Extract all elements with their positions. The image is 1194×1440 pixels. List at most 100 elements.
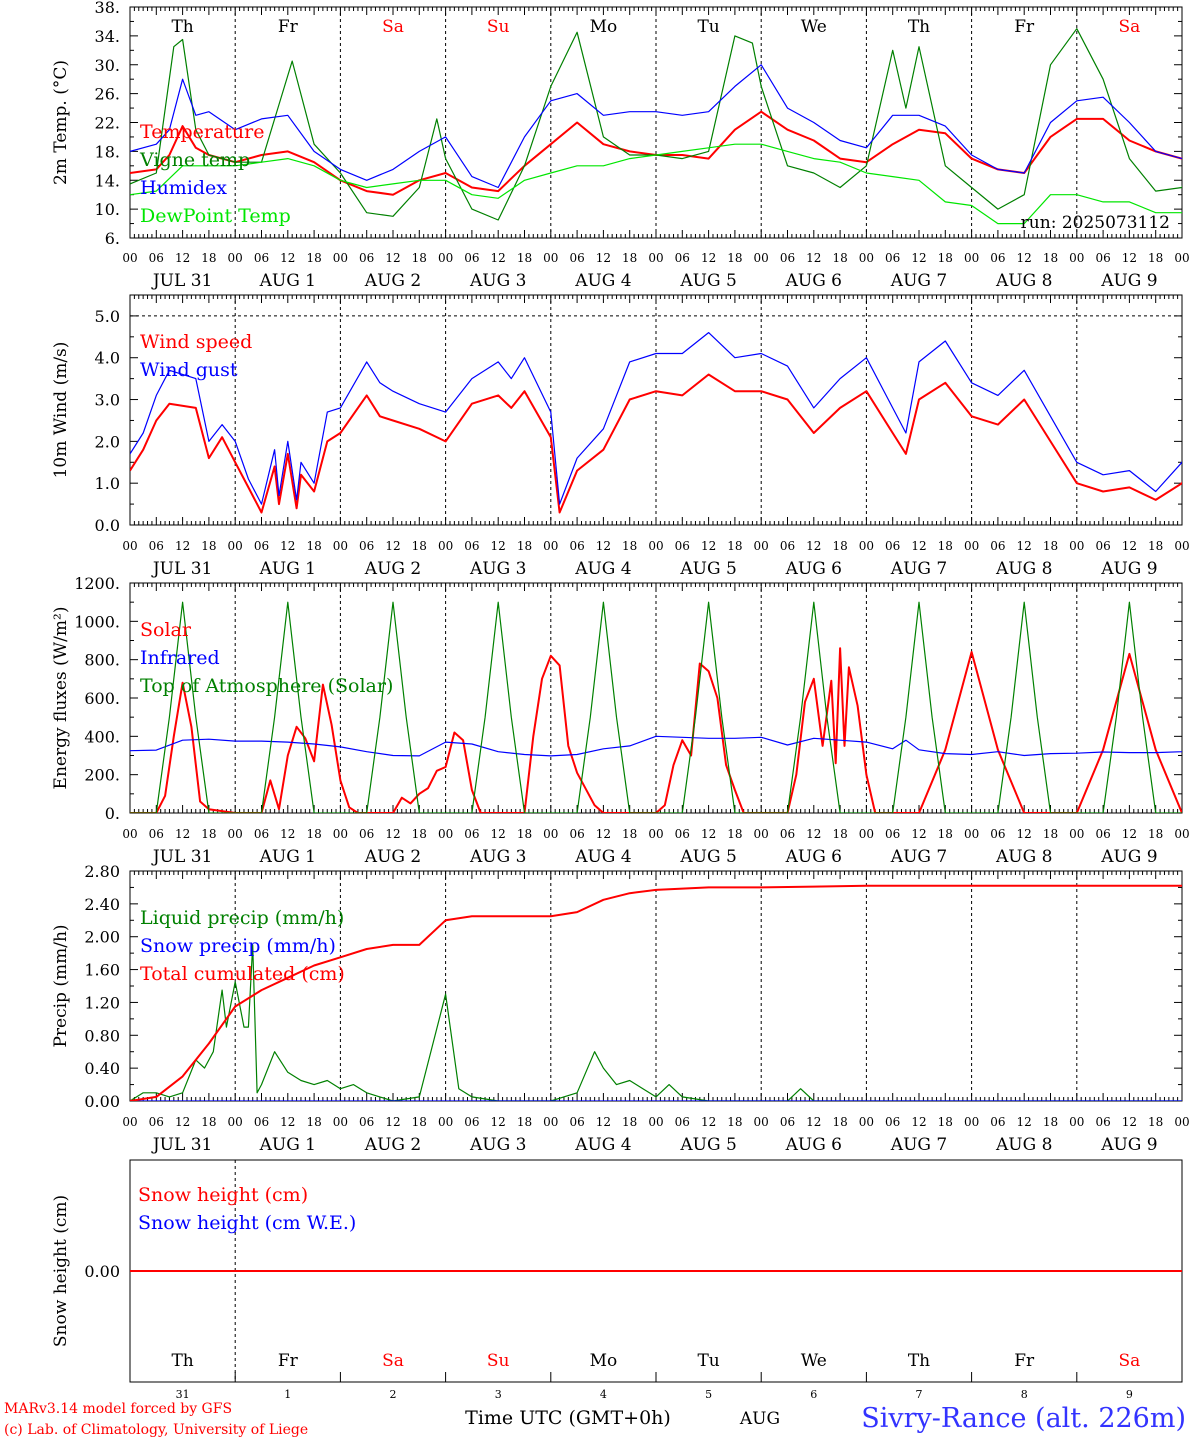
- x-tick-label: 18: [517, 539, 532, 553]
- y-tick-label: 38.: [95, 0, 120, 17]
- weekday-label: Fr: [1014, 1351, 1035, 1371]
- x-tick-label: 18: [622, 1115, 637, 1129]
- run-label: run: 2025073112: [1021, 213, 1170, 233]
- x-tick-label: 12: [1017, 539, 1032, 553]
- date-label: JUL 31: [151, 271, 212, 291]
- legend-label: Solar: [140, 619, 192, 641]
- panels: 00 06 12 18 00 06 12 18 00 06 12 18 00 06 12 18 00 06 12 18…: [51, 0, 1190, 1401]
- date-label: AUG 1: [259, 271, 316, 291]
- date-label: AUG 1: [259, 559, 316, 579]
- weekday-label: Tu: [697, 17, 719, 37]
- x-tick-label: 00: [333, 251, 348, 265]
- y-tick-label: 200.: [84, 766, 120, 785]
- x-tick-label: 18: [832, 539, 847, 553]
- x-tick-label: 18: [622, 251, 637, 265]
- x-tick-label: 12: [280, 1115, 295, 1129]
- x-tick-label: 00: [859, 251, 874, 265]
- x-tick-label: 06: [464, 539, 479, 553]
- y-tick-label: 1000.: [74, 612, 120, 631]
- wind-series: [130, 332, 1182, 514]
- day-number-label: 1: [284, 1388, 291, 1401]
- date-label: AUG 2: [364, 847, 421, 867]
- footer: MARv3.14 model forced by GFS (c) Lab. of…: [4, 1401, 1186, 1438]
- weekday-label: Th: [908, 17, 930, 37]
- x-tick-label: 06: [569, 539, 584, 553]
- x-tick-label: 06: [780, 539, 795, 553]
- date-label: AUG 8: [995, 559, 1052, 579]
- x-tick-label: 18: [306, 539, 321, 553]
- y-tick-label: 10.: [95, 200, 120, 219]
- x-tick-label: 12: [1122, 827, 1137, 841]
- y-tick-label: 2.40: [84, 895, 120, 914]
- legend-label: Temperature: [140, 121, 264, 143]
- x-tick-label: 06: [675, 251, 690, 265]
- x-tick-label: 18: [201, 1115, 216, 1129]
- x-tick-label: 18: [1148, 251, 1163, 265]
- x-tick-label: 00: [648, 251, 663, 265]
- weekday-label: We: [801, 17, 827, 37]
- x-tick-label: 12: [175, 827, 190, 841]
- x-tick-label: 00: [754, 1115, 769, 1129]
- x-tick-label: 00: [543, 827, 558, 841]
- x-tick-label: 00: [964, 539, 979, 553]
- x-tick-label: 06: [1095, 251, 1110, 265]
- x-tick-label: 06: [675, 539, 690, 553]
- x-tick-label: 12: [596, 539, 611, 553]
- x-tick-label: 18: [1148, 539, 1163, 553]
- date-label: AUG 9: [1100, 559, 1157, 579]
- day-number-label: 8: [1021, 1388, 1028, 1401]
- y-tick-label: 0.80: [84, 1026, 120, 1045]
- date-label: AUG 6: [785, 271, 842, 291]
- weekday-label: Sa: [1119, 1351, 1141, 1371]
- legend-label: Snow precip (mm/h): [140, 935, 336, 957]
- x-tick-label: 06: [359, 1115, 374, 1129]
- energy-series: [130, 601, 1182, 813]
- x-tick-label: 00: [122, 1115, 137, 1129]
- x-tick-label: 00: [648, 827, 663, 841]
- day-number-label: 31: [176, 1388, 190, 1401]
- x-tick-label: 06: [675, 1115, 690, 1129]
- date-label: AUG 5: [679, 847, 736, 867]
- x-tick-label: 06: [149, 251, 164, 265]
- x-tick-label: 00: [754, 827, 769, 841]
- legend-label: Vigne temp: [139, 149, 250, 171]
- x-tick-label: 00: [438, 539, 453, 553]
- y-tick-label: 400.: [84, 727, 120, 746]
- x-tick-label: 18: [938, 251, 953, 265]
- legend-label: Snow height (cm): [138, 1184, 308, 1206]
- x-tick-label: 06: [990, 539, 1005, 553]
- y-tick-label: 14.: [95, 171, 120, 190]
- x-tick-label: 12: [1122, 539, 1137, 553]
- date-label: AUG 7: [890, 847, 947, 867]
- legend-label: Infrared: [140, 647, 220, 669]
- x-tick-label: 12: [385, 1115, 400, 1129]
- day-number-label: 7: [916, 1388, 923, 1401]
- wind-panel: 00 06 12 18 00 06 12 18 00 06 12 18 00 06 12 18 00 06 12 18…: [51, 294, 1190, 579]
- x-tick-label: 06: [359, 251, 374, 265]
- x-tick-label: 00: [333, 827, 348, 841]
- x-tick-label: 00: [648, 539, 663, 553]
- x-tick-label: 18: [412, 539, 427, 553]
- x-tick-label: 06: [569, 827, 584, 841]
- weekday-label: Sa: [382, 1351, 404, 1371]
- x-tick-label: 06: [780, 827, 795, 841]
- x-tick-label: 18: [201, 827, 216, 841]
- series-line-humidex: [130, 64, 1182, 189]
- legend-label: DewPoint Temp: [140, 205, 291, 227]
- day-number-label: 6: [810, 1388, 817, 1401]
- y-axis-title: 10m Wind (m/s): [51, 342, 71, 479]
- date-label: AUG 3: [469, 271, 526, 291]
- date-label: AUG 9: [1100, 271, 1157, 291]
- y-tick-label: 1.0: [95, 474, 120, 493]
- y-axis-title: 2m Temp. (°C): [51, 60, 71, 185]
- date-label: AUG 7: [890, 559, 947, 579]
- x-tick-label: 00: [438, 1115, 453, 1129]
- x-tick-label: 00: [438, 251, 453, 265]
- x-tick-label: 18: [938, 827, 953, 841]
- y-tick-label: 0.40: [84, 1059, 120, 1078]
- x-tick-label: 12: [491, 251, 506, 265]
- x-tick-label: 00: [754, 251, 769, 265]
- x-tick-label: 00: [228, 827, 243, 841]
- series-line-vigne-temp: [130, 28, 1182, 221]
- x-tick-label: 00: [333, 539, 348, 553]
